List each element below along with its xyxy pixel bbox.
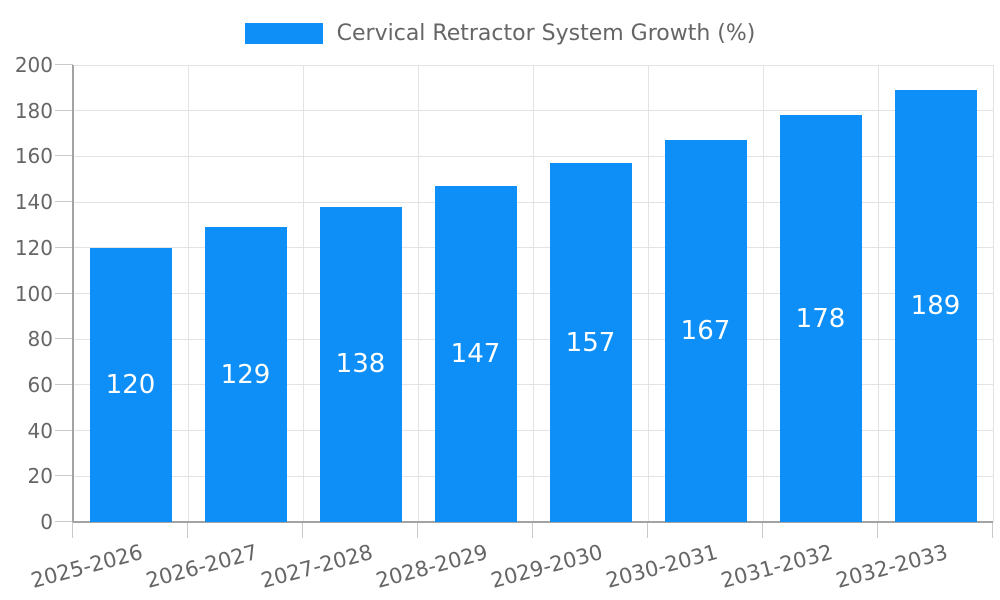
bar: 120: [89, 247, 172, 522]
y-tick: [55, 429, 73, 431]
x-axis-label: 2030-2031: [602, 540, 720, 593]
x-tick: [187, 522, 188, 538]
y-axis-label: 120: [14, 235, 53, 260]
x-axis-label: 2026-2027: [142, 540, 260, 593]
y-axis-label: 20: [27, 464, 53, 489]
x-axis-label: 2029-2030: [487, 540, 605, 593]
y-tick: [55, 109, 73, 111]
x-gridline: [187, 65, 189, 522]
y-axis-label: 140: [14, 190, 53, 215]
x-tick: [877, 522, 878, 538]
y-axis-label: 60: [27, 372, 53, 397]
y-tick: [55, 201, 73, 203]
y-axis-label: 80: [27, 327, 53, 352]
bar: 157: [549, 163, 632, 522]
x-tick: [72, 522, 73, 538]
x-axis-label: 2031-2032: [717, 540, 835, 593]
x-axis-label: 2032-2033: [832, 540, 950, 593]
x-tick: [992, 522, 993, 538]
x-gridline: [417, 65, 419, 522]
bar: 178: [779, 115, 862, 522]
bar: 138: [319, 206, 402, 522]
y-axis-label: 180: [14, 98, 53, 123]
x-gridline: [992, 65, 994, 522]
x-tick: [762, 522, 763, 538]
legend-swatch: [244, 23, 323, 44]
y-tick: [55, 64, 73, 65]
y-tick: [55, 338, 73, 340]
x-tick: [532, 522, 533, 538]
y-axis-line: [72, 65, 74, 522]
x-axis-label: 2025-2026: [27, 540, 145, 593]
legend-label: Cervical Retractor System Growth (%): [336, 21, 756, 46]
y-axis-label: 0: [40, 510, 53, 534]
y-tick: [55, 292, 73, 294]
x-gridline: [877, 65, 879, 522]
y-tick: [55, 383, 73, 385]
x-axis-line: [73, 521, 993, 523]
y-axis-label: 40: [27, 418, 53, 443]
y-axis-label: 200: [14, 53, 53, 77]
y-axis-label: 160: [14, 144, 53, 169]
bar: 189: [894, 90, 977, 522]
bar-value-label: 178: [795, 303, 846, 334]
x-tick: [417, 522, 418, 538]
x-axis-label: 2027-2028: [257, 540, 375, 593]
bar-value-label: 167: [680, 316, 731, 347]
bar: 147: [434, 186, 517, 522]
bar-value-label: 147: [450, 339, 501, 370]
x-axis-label: 2028-2029: [372, 540, 490, 593]
bar-value-label: 157: [565, 327, 616, 358]
x-tick: [302, 522, 303, 538]
bar-value-label: 120: [105, 369, 156, 400]
x-gridline: [302, 65, 304, 522]
x-gridline: [532, 65, 534, 522]
y-axis-label: 100: [14, 281, 53, 306]
bar-value-label: 138: [335, 349, 386, 380]
x-tick: [647, 522, 648, 538]
bar-value-label: 189: [910, 291, 961, 322]
bar-value-label: 129: [220, 359, 271, 390]
y-tick: [55, 155, 73, 157]
bar: 129: [204, 227, 287, 522]
x-gridline: [762, 65, 764, 522]
y-tick: [55, 246, 73, 248]
y-tick: [55, 475, 73, 477]
legend: Cervical Retractor System Growth (%): [0, 21, 1000, 46]
x-gridline: [647, 65, 649, 522]
y-tick: [55, 521, 73, 522]
legend-item[interactable]: Cervical Retractor System Growth (%): [244, 21, 756, 46]
bar: 167: [664, 140, 747, 522]
